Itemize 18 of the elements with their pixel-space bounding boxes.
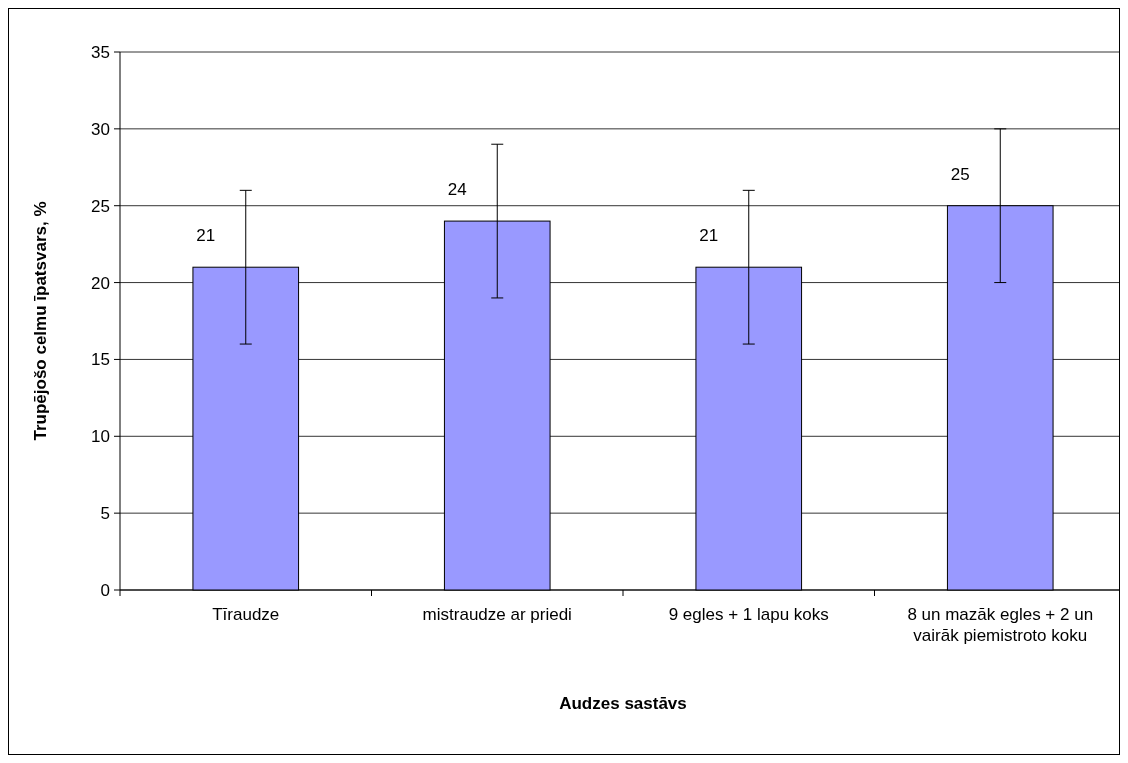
x-tick-label: mistraudze ar priedi: [422, 605, 572, 624]
y-axis-title: Trupējošo celmu īpatsvars, %: [31, 201, 50, 441]
y-tick-label: 30: [91, 119, 110, 139]
y-tick-label: 35: [91, 42, 110, 62]
y-tick-label: 5: [100, 504, 110, 524]
y-tick-label: 0: [100, 580, 110, 600]
x-axis-title: Audzes sastāvs: [559, 694, 687, 713]
data-label: 21: [196, 226, 216, 246]
x-tick-label: Tīraudze: [212, 605, 280, 624]
x-tick-label: 9 egles + 1 lapu koks: [668, 605, 829, 624]
y-tick-label: 25: [91, 196, 110, 216]
x-tick-label: 8 un mazāk egles + 2 un vairāk piemistroto koku: [907, 605, 1094, 645]
y-tick-label: 20: [91, 273, 110, 293]
data-label: 24: [447, 180, 467, 200]
data-label: 21: [699, 226, 719, 246]
y-tick-label: 10: [91, 427, 110, 447]
data-label: 25: [950, 164, 970, 184]
y-tick-label: 15: [91, 350, 110, 370]
